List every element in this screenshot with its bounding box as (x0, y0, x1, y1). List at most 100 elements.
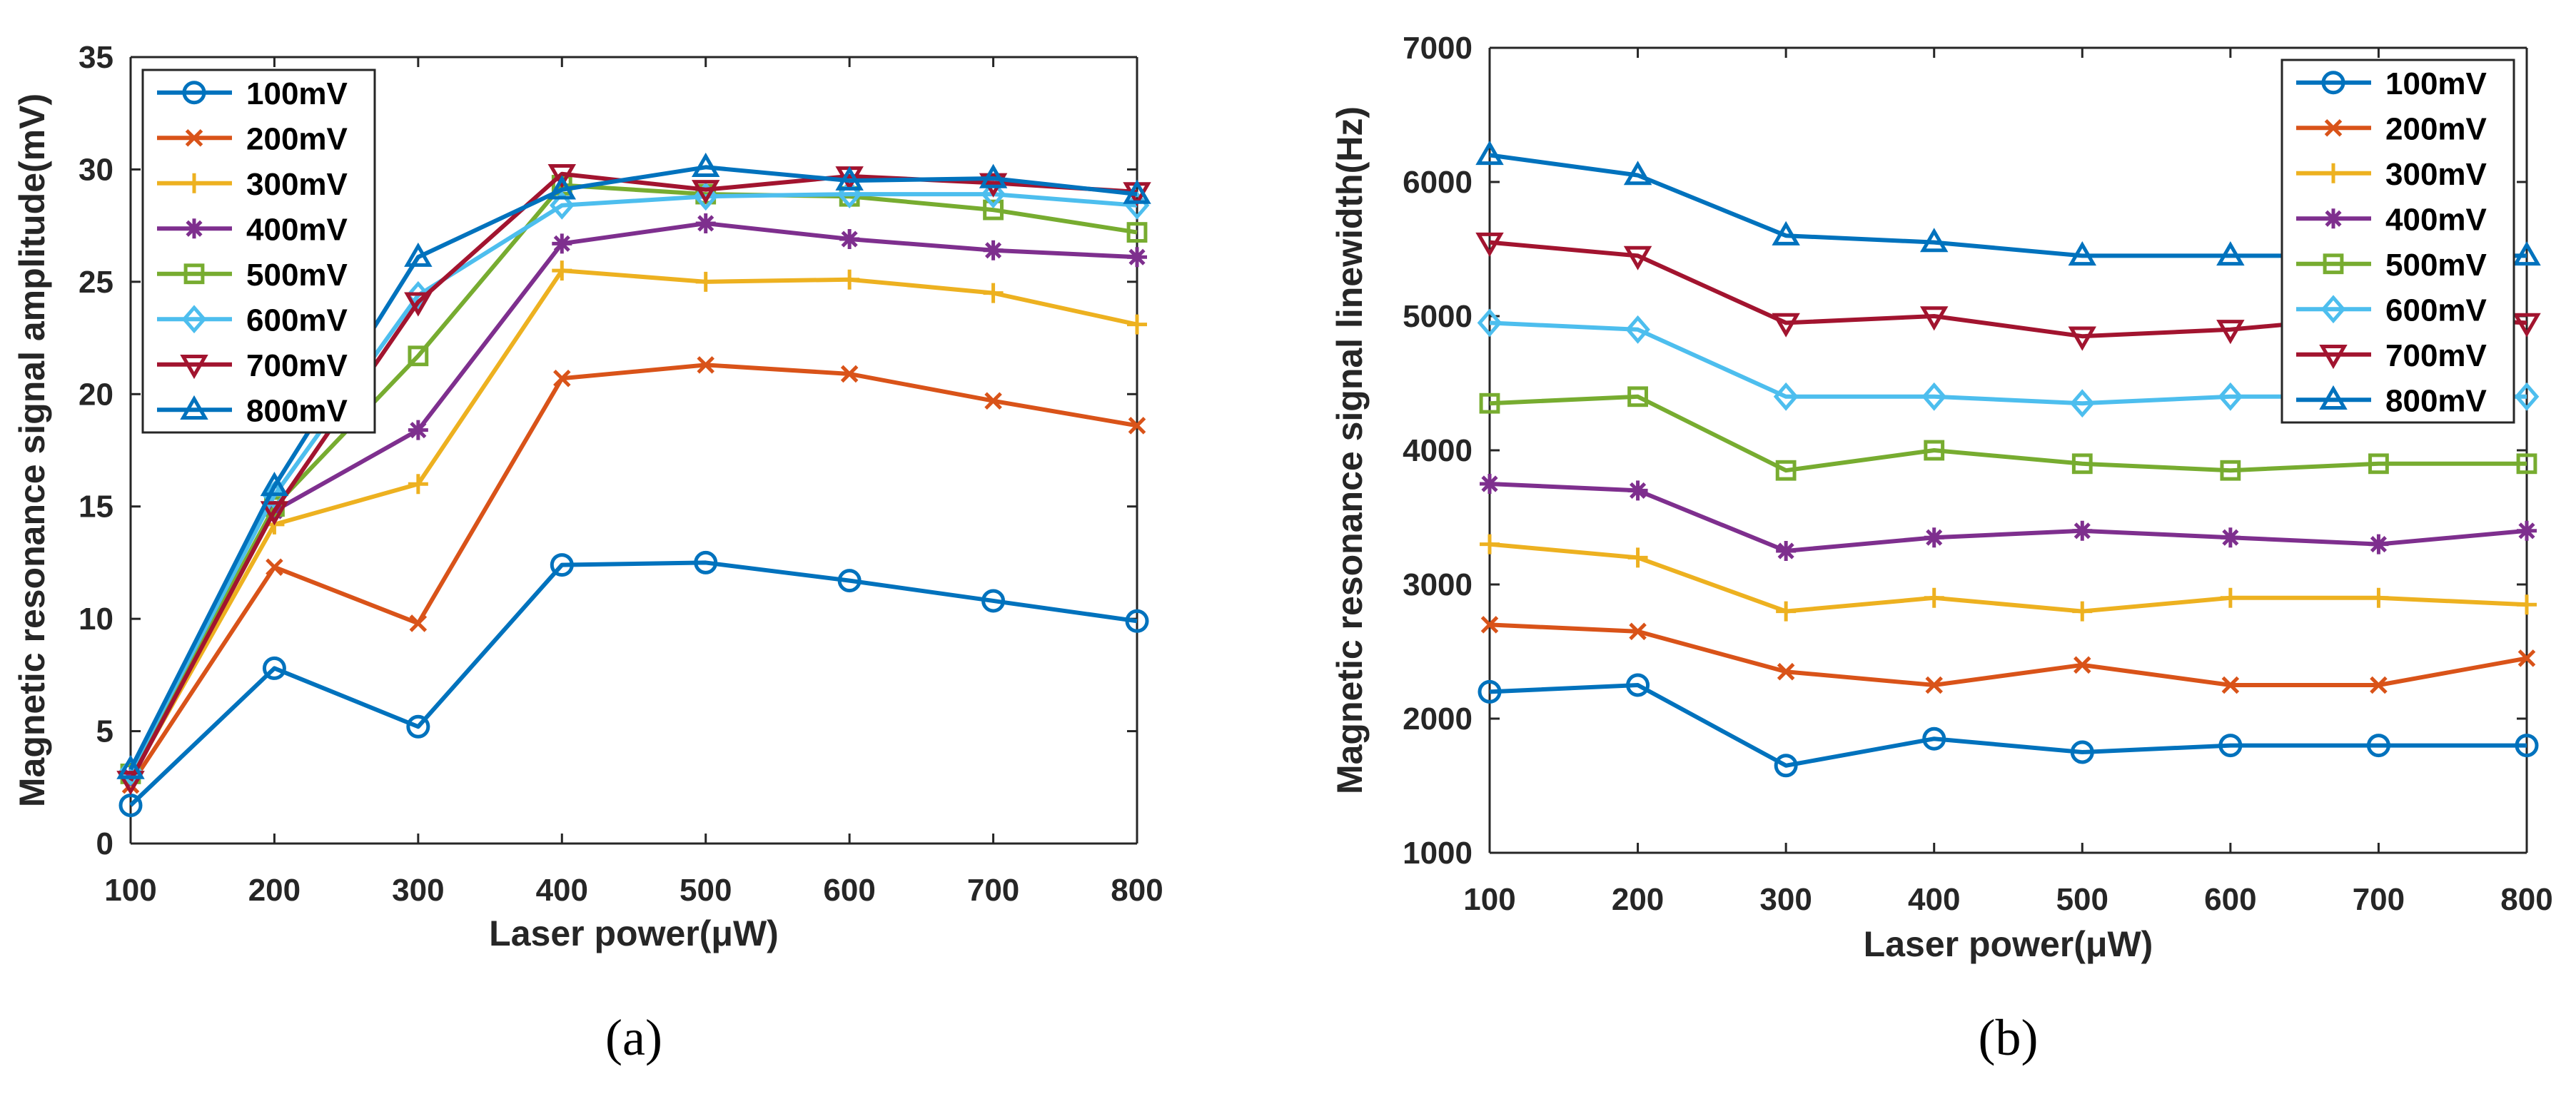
data-point (408, 345, 429, 367)
data-point (1919, 306, 1949, 331)
data-point (2515, 734, 2539, 758)
data-point (1478, 679, 1502, 704)
data-point (1126, 222, 1148, 243)
data-point (549, 191, 575, 220)
data-point (1480, 534, 1500, 554)
x-axis-label: Laser power(μW) (1864, 924, 2153, 964)
legend-label: 100mV (246, 76, 348, 111)
legend-label: 200mV (2385, 111, 2487, 146)
series-line (128, 165, 1138, 771)
series-line (1489, 622, 2527, 687)
x-tick-label: 600 (823, 873, 875, 908)
y-tick-label: 5 (96, 714, 113, 749)
data-point (2220, 587, 2241, 608)
data-point (266, 558, 283, 576)
data-point (2366, 734, 2390, 758)
data-point (116, 771, 145, 796)
data-point (1128, 417, 1146, 435)
data-point (1921, 382, 1947, 411)
data-point (547, 164, 577, 189)
x-tick-label: 200 (1612, 882, 1664, 917)
data-point (1627, 547, 1648, 568)
data-point (404, 242, 433, 267)
legend-marker (180, 395, 208, 420)
data-point (2220, 527, 2241, 548)
legend-marker (2323, 208, 2343, 229)
data-point (260, 471, 289, 497)
data-point (1774, 754, 1798, 778)
data-point (695, 213, 716, 233)
data-point (2218, 382, 2243, 411)
data-point (408, 474, 428, 495)
legend-label: 500mV (2385, 248, 2487, 283)
data-point (2216, 320, 2245, 345)
series-line (128, 192, 1138, 773)
data-point (1625, 315, 1650, 344)
y-tick-label: 2000 (1403, 702, 1473, 736)
series-line (128, 221, 1138, 777)
legend-label: 300mV (246, 167, 348, 202)
x-tick-label: 300 (392, 873, 444, 908)
legend-label: 800mV (2385, 383, 2487, 418)
data-point (2070, 740, 2094, 764)
legend-label: 400mV (246, 212, 348, 247)
y-tick-label: 10 (79, 602, 113, 637)
data-point (2517, 649, 2536, 667)
legend-marker (180, 355, 208, 380)
legend-item: 700mV (157, 348, 348, 383)
data-point (1626, 673, 1650, 697)
legend-marker (184, 173, 204, 193)
panel-label: (b) (1979, 1009, 2039, 1066)
panel-label: (a) (605, 1009, 662, 1066)
series-line (1489, 482, 2527, 553)
legend-marker (182, 81, 206, 105)
data-point (1480, 474, 1500, 494)
data-point (2072, 601, 2093, 622)
data-point (1924, 440, 1945, 461)
data-point (1925, 676, 1943, 694)
data-point (2068, 326, 2097, 351)
data-point (1477, 308, 1502, 338)
y-tick-label: 1000 (1403, 836, 1473, 871)
data-point (983, 199, 1004, 221)
series-line (128, 560, 1138, 807)
x-axis-label: Laser power(μW) (489, 913, 779, 953)
data-point (2368, 453, 2389, 475)
x-tick-label: 700 (967, 873, 1019, 908)
data-point (1623, 161, 1652, 186)
y-tick-label: 4000 (1403, 433, 1473, 468)
data-point (404, 292, 433, 317)
x-tick-label: 800 (1111, 873, 1163, 908)
legend-item: 500mV (157, 258, 348, 293)
legend-item: 400mV (157, 212, 348, 247)
series-300mV (121, 260, 1147, 789)
legend-box (2280, 59, 2515, 424)
data-point (2368, 587, 2389, 608)
series-800mV (116, 152, 1151, 779)
data-point (2071, 453, 2093, 475)
data-point (840, 365, 859, 383)
legend-item: 800mV (157, 393, 348, 428)
y-axis-label: Magnetic resonance signal amplitude(mV) (12, 93, 52, 807)
chart-panel-a: 100 200 300 400 500 600 700 800 0 5 10 15 20 25 30 35 La… (12, 40, 1163, 1066)
series-line (1489, 683, 2527, 768)
data-point (1480, 616, 1499, 634)
y-tick-label: 20 (79, 377, 113, 412)
data-point (1623, 245, 1652, 270)
legend-item: 300mV (157, 167, 348, 202)
legend-item: 200mV (157, 121, 348, 156)
legend-item: 500mV (2296, 248, 2487, 283)
data-point (2514, 382, 2540, 411)
legend-label: 600mV (2385, 293, 2487, 328)
legend-label: 100mV (2385, 66, 2487, 101)
data-point (2517, 594, 2537, 615)
data-point (2072, 520, 2093, 541)
legend-marker (2319, 345, 2348, 370)
x-tick-label: 400 (1908, 882, 1960, 917)
data-point (262, 481, 287, 510)
data-point (552, 233, 572, 254)
legend-item: 300mV (2296, 157, 2487, 192)
data-point (691, 152, 720, 177)
legend-label: 400mV (2385, 202, 2487, 237)
series-line (1489, 542, 2527, 614)
